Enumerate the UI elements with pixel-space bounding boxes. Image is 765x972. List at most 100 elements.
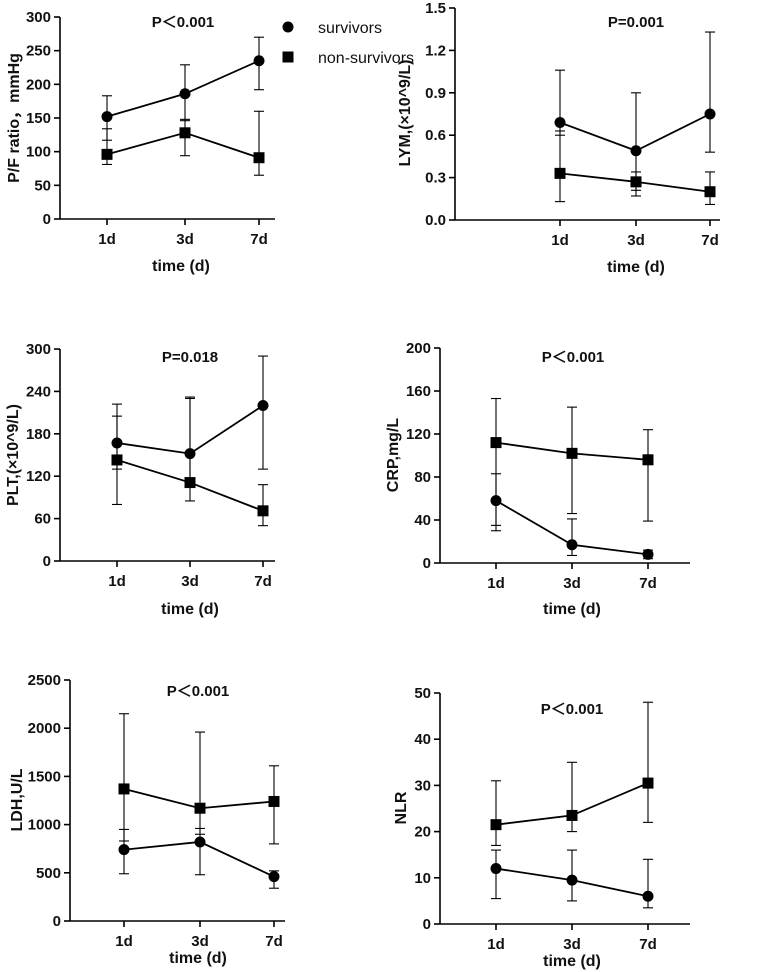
y-tick-label: 10: [414, 870, 431, 887]
y-axis-label: NLR: [393, 791, 410, 824]
data-point-non-survivors: [630, 176, 642, 188]
x-tick-label: 3d: [176, 231, 194, 248]
series-non-survivors: [118, 713, 280, 845]
data-point-survivors: [630, 145, 642, 157]
x-tick-label: 3d: [563, 936, 581, 953]
series-non-survivors: [101, 110, 265, 176]
y-tick-label: 0.9: [425, 85, 446, 102]
x-tick-label: 3d: [563, 575, 581, 592]
chart-panel-3: 0 60 120 180 240 300 1d 3d 7d P=0.018 time (d) PLT,…: [5, 341, 275, 618]
y-tick-label: 40: [414, 731, 431, 748]
y-tick-label: 50: [414, 685, 431, 702]
data-point-survivors: [490, 863, 502, 875]
y-axis-label: P/F ratio，mmHg: [6, 53, 23, 183]
data-point-non-survivors: [490, 437, 502, 449]
data-point-non-survivors: [642, 777, 654, 789]
series-survivors: [554, 31, 716, 191]
data-point-survivors: [704, 108, 716, 120]
x-tick-label: 3d: [627, 232, 645, 249]
y-tick-label: 200: [406, 340, 431, 357]
series-non-survivors: [490, 397, 654, 526]
x-tick-label: 7d: [254, 573, 272, 590]
data-point-non-survivors: [111, 454, 123, 466]
p-value-label: P=0.018: [162, 349, 218, 366]
data-point-survivors: [101, 111, 113, 123]
y-tick-label: 180: [26, 426, 51, 443]
data-point-non-survivors: [490, 819, 502, 831]
x-tick-label: 3d: [181, 573, 199, 590]
legend-marker-non-survivors: [282, 51, 294, 63]
data-point-non-survivors: [257, 505, 269, 517]
y-tick-label: 0: [43, 553, 51, 570]
y-tick-label: 500: [36, 865, 61, 882]
y-tick-label: 0.6: [425, 127, 446, 144]
chart-panel-5: 0 500 1000 1500 2000 2500 1d 3d 7d P＜0.001 time (d…: [9, 672, 285, 967]
x-tick-label: 1d: [108, 573, 126, 590]
y-tick-label: 0: [53, 913, 61, 930]
x-tick-label: 1d: [551, 232, 569, 249]
x-tick-label: 7d: [250, 231, 268, 248]
legend-label-non-survivors: non-survivors: [318, 50, 414, 67]
y-tick-label: 160: [406, 383, 431, 400]
legend: survivors non-survivors: [282, 20, 414, 67]
y-tick-label: 2000: [28, 720, 61, 737]
x-axis-label: time (d): [607, 259, 665, 276]
data-point-non-survivors: [566, 447, 578, 459]
data-point-survivors: [554, 116, 566, 128]
data-point-non-survivors: [179, 127, 191, 139]
series-non-survivors: [111, 396, 269, 527]
x-axis-label: time (d): [543, 953, 601, 970]
y-tick-label: 0.0: [425, 212, 446, 229]
legend-label-survivors: survivors: [318, 20, 382, 37]
data-point-non-survivors: [101, 148, 113, 160]
x-tick-label: 1d: [487, 936, 505, 953]
p-value-label: P＜0.001: [152, 14, 215, 31]
y-tick-label: 120: [26, 468, 51, 485]
series-line-survivors: [559, 113, 711, 152]
data-point-survivors: [566, 539, 578, 551]
x-tick-label: 7d: [639, 936, 657, 953]
y-tick-label: 0: [43, 211, 51, 228]
chart-panel-4: 0 40 80 120 160 200 1d 3d 7d P＜0.001 time (d) CRP,m…: [385, 340, 690, 618]
y-tick-label: 1500: [28, 768, 61, 785]
y-axis-label: CRP,mg/L: [385, 418, 402, 493]
p-value-label: P=0.001: [608, 14, 664, 31]
legend-marker-survivors: [282, 21, 294, 33]
y-tick-label: 1000: [28, 817, 61, 834]
y-tick-label: 200: [26, 76, 51, 93]
y-tick-label: 40: [414, 512, 431, 529]
data-point-survivors: [253, 55, 265, 67]
chart-panel-1: 0 50 100 150 200 250 300 1d 3d 7d P＜0.001 time (d) P…: [6, 9, 275, 275]
y-tick-label: 250: [26, 43, 51, 60]
data-point-non-survivors: [253, 152, 265, 164]
data-point-non-survivors: [118, 783, 130, 795]
data-point-non-survivors: [704, 186, 716, 198]
chart-panel-6: 0 10 20 30 40 50 1d 3d 7d P＜0.001 time (d) NLR: [393, 685, 690, 970]
x-tick-label: 3d: [191, 933, 209, 950]
y-tick-label: 30: [414, 777, 431, 794]
data-point-survivors: [566, 874, 578, 886]
y-tick-label: 60: [34, 511, 51, 528]
y-tick-label: 2500: [28, 672, 61, 689]
y-tick-label: 1.5: [425, 0, 446, 17]
y-axis-label: LDH,U/L: [9, 768, 26, 831]
x-axis-label: time (d): [152, 258, 210, 275]
x-tick-label: 1d: [98, 231, 116, 248]
y-tick-label: 0: [423, 916, 431, 933]
x-tick-label: 7d: [639, 575, 657, 592]
chart-panel-2: 0.0 0.3 0.6 0.9 1.2 1.5 1d 3d 7d P=0.001 time (d) L…: [397, 0, 720, 276]
x-axis-label: time (d): [169, 950, 227, 967]
y-tick-label: 50: [34, 177, 51, 194]
data-point-non-survivors: [554, 167, 566, 179]
y-tick-label: 1.2: [425, 42, 446, 59]
p-value-label: P＜0.001: [541, 701, 604, 718]
y-tick-label: 80: [414, 469, 431, 486]
y-tick-label: 240: [26, 383, 51, 400]
y-tick-label: 300: [26, 341, 51, 358]
data-point-non-survivors: [184, 477, 196, 489]
y-tick-label: 300: [26, 9, 51, 26]
x-tick-label: 1d: [487, 575, 505, 592]
series-survivors: [101, 36, 265, 141]
y-tick-label: 120: [406, 426, 431, 443]
data-point-survivors: [179, 88, 191, 100]
